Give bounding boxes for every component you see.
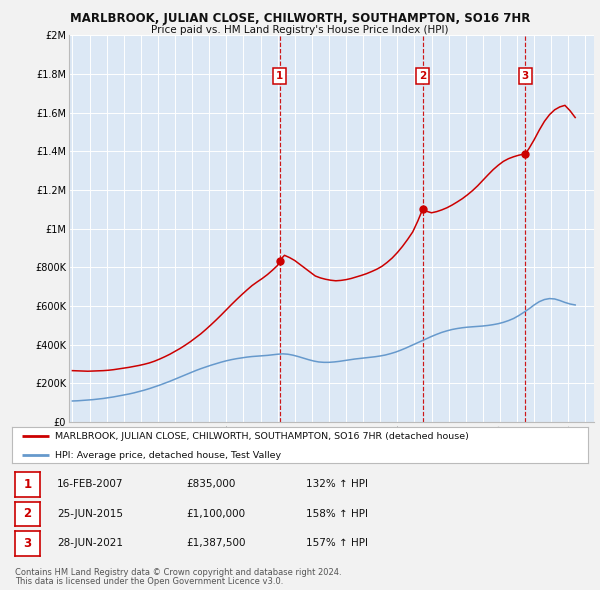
Text: MARLBROOK, JULIAN CLOSE, CHILWORTH, SOUTHAMPTON, SO16 7HR: MARLBROOK, JULIAN CLOSE, CHILWORTH, SOUT… [70, 12, 530, 25]
Text: Price paid vs. HM Land Registry's House Price Index (HPI): Price paid vs. HM Land Registry's House … [151, 25, 449, 35]
Text: 16-FEB-2007: 16-FEB-2007 [57, 480, 124, 489]
Text: £835,000: £835,000 [186, 480, 235, 489]
Text: HPI: Average price, detached house, Test Valley: HPI: Average price, detached house, Test… [55, 451, 281, 460]
Text: 28-JUN-2021: 28-JUN-2021 [57, 539, 123, 548]
Text: 25-JUN-2015: 25-JUN-2015 [57, 509, 123, 519]
Text: 2: 2 [419, 71, 426, 81]
Text: £1,387,500: £1,387,500 [186, 539, 245, 548]
Text: 1: 1 [23, 478, 32, 491]
Text: £1,100,000: £1,100,000 [186, 509, 245, 519]
Text: 3: 3 [23, 537, 32, 550]
Text: MARLBROOK, JULIAN CLOSE, CHILWORTH, SOUTHAMPTON, SO16 7HR (detached house): MARLBROOK, JULIAN CLOSE, CHILWORTH, SOUT… [55, 431, 469, 441]
Text: This data is licensed under the Open Government Licence v3.0.: This data is licensed under the Open Gov… [15, 577, 283, 586]
Text: 157% ↑ HPI: 157% ↑ HPI [306, 539, 368, 548]
Text: 3: 3 [522, 71, 529, 81]
Text: Contains HM Land Registry data © Crown copyright and database right 2024.: Contains HM Land Registry data © Crown c… [15, 568, 341, 577]
Text: 2: 2 [23, 507, 32, 520]
Text: 132% ↑ HPI: 132% ↑ HPI [306, 480, 368, 489]
Text: 1: 1 [276, 71, 283, 81]
Text: 158% ↑ HPI: 158% ↑ HPI [306, 509, 368, 519]
